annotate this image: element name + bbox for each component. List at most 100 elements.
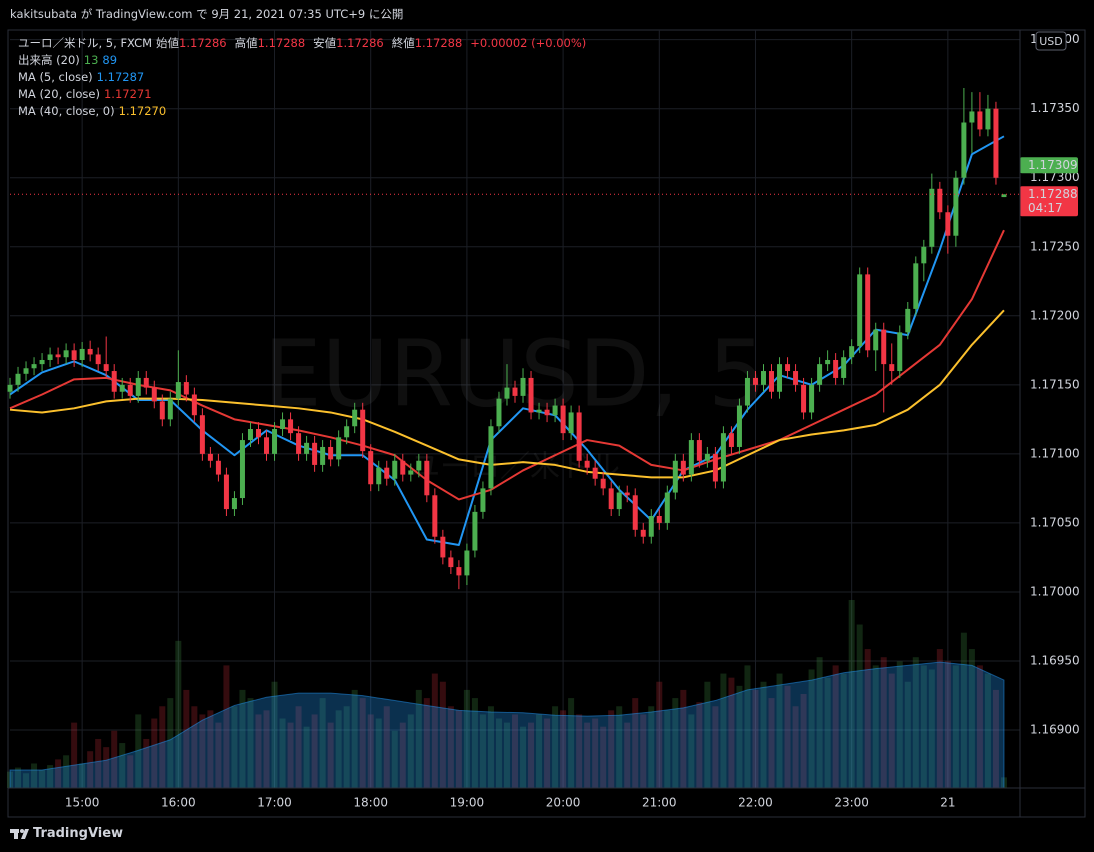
volume-bar bbox=[992, 689, 999, 788]
volume-bar bbox=[952, 665, 959, 788]
x-tick-label: 22:00 bbox=[738, 796, 773, 810]
legend: ユーロ／米ドル, 5, FXCM 始値1.17286 高値1.17288 安値1.17… bbox=[18, 35, 590, 120]
volume-bar bbox=[664, 710, 671, 788]
x-tick-label: 21 bbox=[940, 796, 955, 810]
volume-bar bbox=[263, 710, 270, 788]
candle-body bbox=[640, 529, 646, 537]
candle-body bbox=[985, 108, 991, 130]
candle-body bbox=[520, 377, 526, 396]
volume-bar bbox=[23, 773, 30, 788]
legend-ohlc-label: 高値 bbox=[234, 36, 258, 50]
x-tick-label: 17:00 bbox=[257, 796, 292, 810]
volume-bar bbox=[47, 765, 54, 788]
volume-bar bbox=[335, 710, 342, 788]
candle-body bbox=[440, 536, 446, 558]
volume-bar bbox=[752, 689, 759, 788]
volume-bar bbox=[103, 747, 110, 788]
candle-body bbox=[977, 111, 983, 130]
candle-body bbox=[913, 263, 919, 309]
candle-body bbox=[320, 446, 326, 465]
candle-body bbox=[752, 377, 758, 385]
volume-bar bbox=[560, 710, 567, 788]
volume-ma-area bbox=[9, 661, 1005, 789]
volume-bar bbox=[239, 689, 246, 788]
volume-bar bbox=[984, 673, 991, 788]
candle-body bbox=[656, 516, 662, 523]
candle-body bbox=[632, 495, 638, 530]
candle-body bbox=[472, 511, 478, 551]
volume-bar bbox=[816, 657, 823, 788]
candle-body bbox=[921, 246, 927, 264]
candle-body bbox=[312, 442, 318, 465]
candle-body bbox=[55, 354, 61, 358]
candle-body bbox=[464, 550, 470, 576]
volume-bar bbox=[63, 755, 70, 788]
candle-body bbox=[344, 426, 350, 438]
volume-bar bbox=[15, 767, 22, 788]
volume-bar bbox=[95, 738, 102, 788]
candle-body bbox=[785, 364, 791, 372]
candle-body bbox=[223, 474, 229, 510]
candle-body bbox=[664, 492, 670, 523]
candle-body bbox=[264, 437, 270, 454]
volume-bar bbox=[624, 722, 631, 788]
currency-button bbox=[1035, 31, 1067, 51]
candle-body bbox=[584, 460, 590, 468]
candle-body bbox=[744, 377, 750, 406]
y-tick-label: 1.17100 bbox=[1030, 446, 1080, 460]
candle-body bbox=[600, 478, 606, 489]
legend-series-value: 1.17270 bbox=[118, 104, 167, 118]
candle-body bbox=[648, 516, 654, 537]
candle-body bbox=[255, 429, 261, 438]
volume-bar bbox=[295, 706, 302, 788]
candle-body bbox=[432, 495, 438, 537]
x-tick-label: 18:00 bbox=[353, 796, 388, 810]
candle-body bbox=[424, 460, 430, 496]
candle-body bbox=[376, 467, 382, 485]
candle-body bbox=[408, 470, 414, 475]
volume-bar bbox=[552, 706, 559, 788]
candle-body bbox=[392, 460, 398, 479]
volume-bar bbox=[768, 698, 775, 788]
volume-bar bbox=[936, 649, 943, 788]
candle-body bbox=[191, 394, 197, 416]
volume-bar bbox=[391, 730, 398, 788]
legend-volume-value: 13 bbox=[83, 53, 99, 67]
volume-bar bbox=[848, 600, 855, 788]
candle-body bbox=[760, 371, 766, 385]
volume-bar bbox=[688, 714, 695, 788]
volume-bar bbox=[135, 714, 142, 788]
candle-body bbox=[127, 384, 133, 396]
candle-body bbox=[79, 348, 85, 360]
volume-bar bbox=[463, 689, 470, 788]
volume-bar bbox=[215, 722, 222, 788]
candle-body bbox=[23, 368, 29, 374]
legend-ohlc-value: 1.17286 bbox=[179, 36, 227, 50]
volume-bar bbox=[271, 681, 278, 788]
candle-body bbox=[833, 359, 839, 378]
candle-body bbox=[849, 346, 855, 358]
volume-bar bbox=[944, 661, 951, 788]
volume-bar bbox=[415, 689, 422, 788]
candle-body bbox=[769, 371, 775, 392]
candle-body bbox=[247, 429, 253, 441]
y-tick-label: 1.17250 bbox=[1030, 239, 1080, 253]
candle-body bbox=[536, 409, 542, 413]
candle-body bbox=[905, 308, 911, 333]
candle-body bbox=[777, 364, 783, 392]
volume-bar bbox=[407, 714, 414, 788]
footer: TradingView bbox=[33, 826, 124, 841]
y-tick-label: 1.17200 bbox=[1030, 308, 1080, 322]
legend-ohlc-label: 始値 bbox=[156, 36, 180, 50]
candle-body bbox=[103, 364, 109, 372]
candle-body bbox=[841, 357, 847, 378]
last-price-label: 1.17288 bbox=[1028, 187, 1078, 201]
volume-bar bbox=[512, 714, 518, 788]
candle-body bbox=[817, 364, 823, 385]
candle-body bbox=[688, 440, 694, 475]
volume-bar bbox=[792, 706, 799, 788]
legend-symbol: ユーロ／米ドル, 5, FXCM bbox=[18, 36, 153, 50]
volume-bar bbox=[776, 673, 783, 788]
volume-bar bbox=[608, 710, 615, 788]
